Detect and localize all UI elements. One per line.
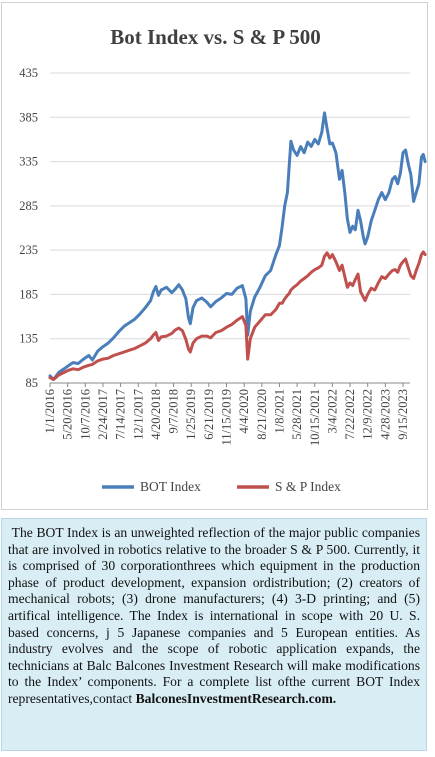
x-tick-label: 5/20/2016 <box>61 389 75 440</box>
x-tick-label: 5/28/2021 <box>290 389 304 440</box>
x-tick-label: 4/20/2018 <box>149 389 163 440</box>
x-tick-label: 1/8/2021 <box>272 389 286 433</box>
x-tick-label: 10/15/2021 <box>308 389 322 446</box>
x-tick-label: 1/1/2016 <box>43 389 57 433</box>
x-tick-label: 7/14/2017 <box>114 389 128 440</box>
y-tick-label: 435 <box>19 66 38 80</box>
line-chart: 85 135 185 235 285 335 385 435 1/1/2016 5/20/2016… <box>19 66 427 494</box>
x-tick-label: 6/21/2019 <box>202 389 216 440</box>
y-tick-label: 135 <box>19 332 38 346</box>
x-tick-label: 3/4/2022 <box>325 389 339 433</box>
x-tick-label: 2/24/2017 <box>96 389 110 440</box>
x-tick-label: 11/15/2019 <box>220 389 234 445</box>
y-tick-label: 285 <box>19 199 38 213</box>
bot-index-line <box>48 111 427 381</box>
y-tick-label: 335 <box>19 155 38 169</box>
y-tick-label: 185 <box>19 287 38 301</box>
x-tick-label: 8/21/2020 <box>255 389 269 440</box>
x-tick-label: 12/9/2022 <box>361 389 375 440</box>
x-tick-label: 4/28/2023 <box>378 389 392 440</box>
description-panel: The BOT Index is an unweighted reflectio… <box>1 518 427 751</box>
y-tick-label: 235 <box>19 243 38 257</box>
x-tick-label: 7/22/2022 <box>343 389 357 440</box>
x-tick-label: 12/1/2017 <box>131 389 145 440</box>
sp-index-line <box>48 250 427 381</box>
chart-container: Bot Index vs. S & P 500 85 135 185 235 285 33… <box>1 2 428 510</box>
x-tick-label: 1/25/2019 <box>184 389 198 440</box>
legend-label-bot: BOT Index <box>140 479 201 494</box>
description-text: The BOT Index is an unweighted reflectio… <box>8 525 420 706</box>
x-tick-label: 10/7/2016 <box>78 389 92 440</box>
x-tick-label: 9/7/2018 <box>167 389 181 433</box>
legend-label-sp: S & P Index <box>275 479 341 494</box>
x-tick-label: 4/4/2020 <box>237 389 251 433</box>
contact-link[interactable]: BalconesInvestmentResearch.com. <box>135 690 337 706</box>
chart-title: Bot Index vs. S & P 500 <box>110 25 321 49</box>
x-tick-label: 9/15/2023 <box>396 389 410 440</box>
y-tick-label: 385 <box>19 110 38 124</box>
y-tick-label: 85 <box>26 376 39 390</box>
